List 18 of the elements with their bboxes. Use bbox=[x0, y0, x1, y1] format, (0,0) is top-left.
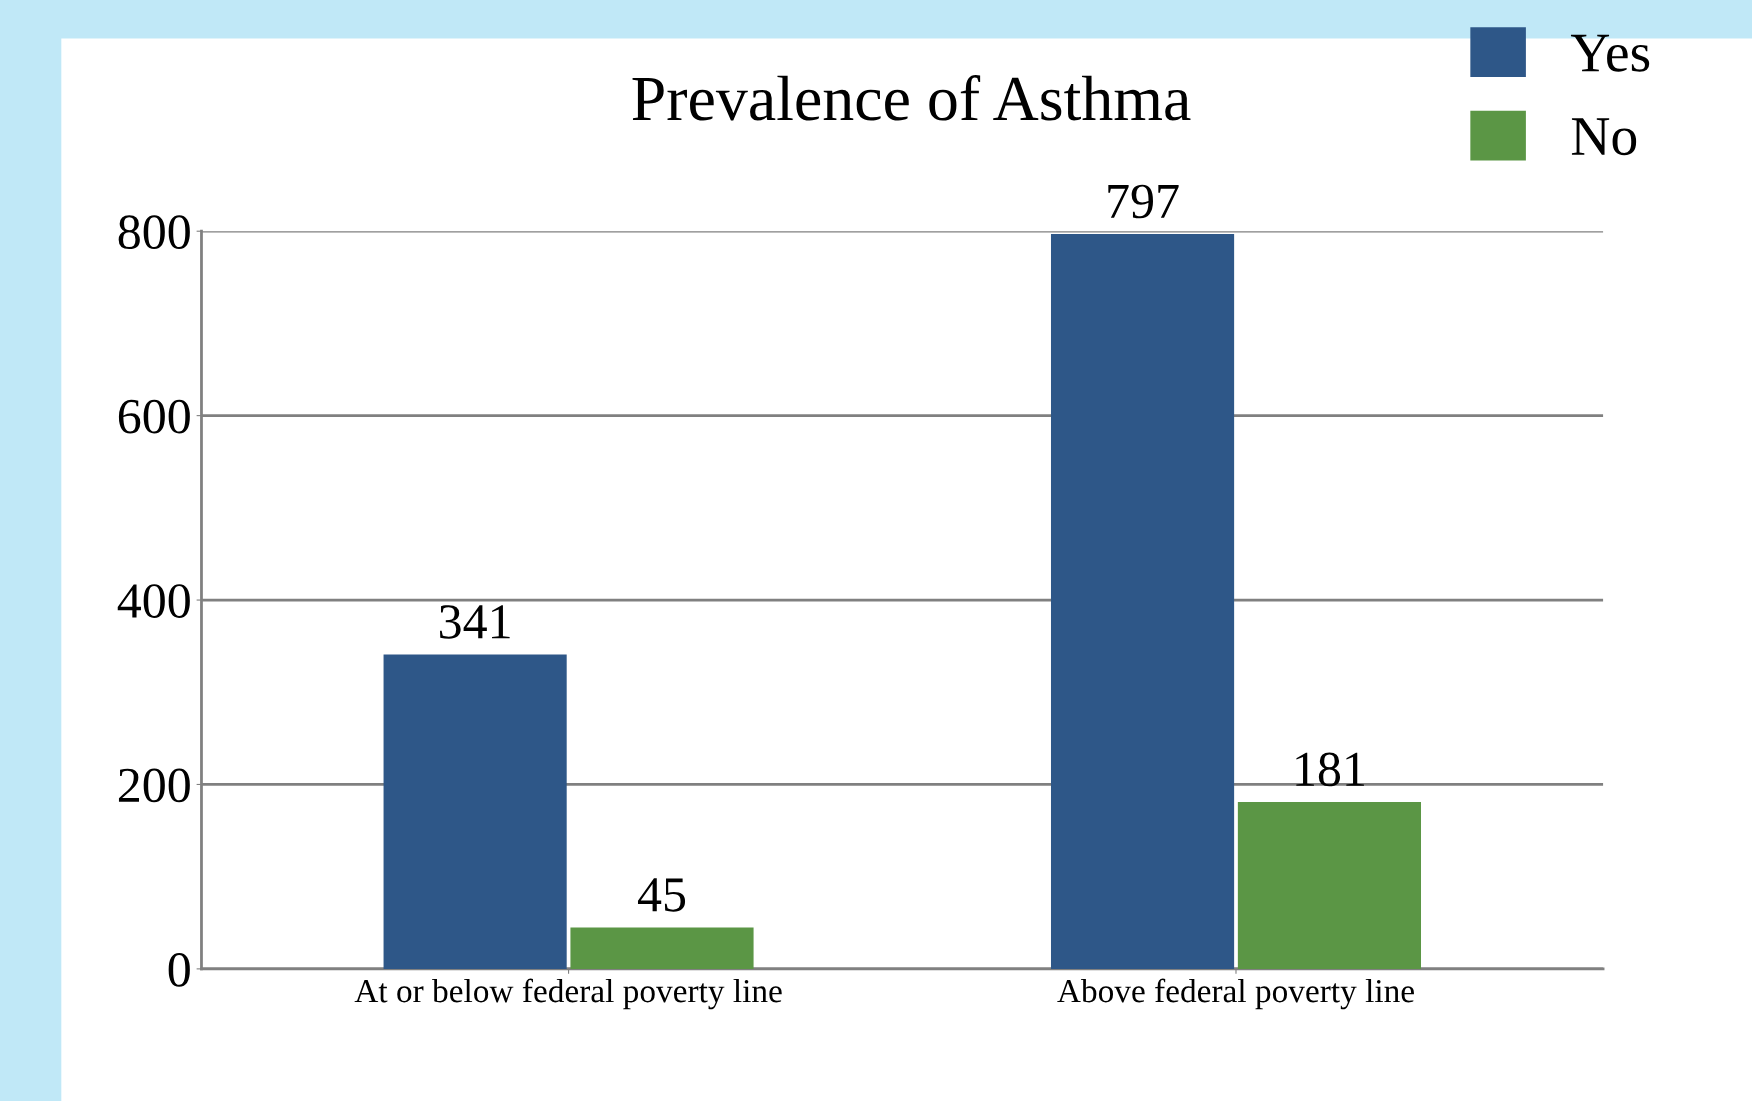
x-tick-label: At or below federal poverty line bbox=[354, 978, 782, 1010]
y-tick-label: 0 bbox=[168, 952, 190, 987]
data-label: 341 bbox=[440, 605, 510, 639]
y-tick-label: 400 bbox=[117, 584, 190, 618]
bar bbox=[383, 654, 567, 969]
data-label: 181 bbox=[1296, 752, 1364, 787]
bar bbox=[1050, 233, 1235, 969]
y-tick-label: 600 bbox=[118, 399, 190, 434]
y-tick-label: 800 bbox=[118, 215, 190, 250]
data-label: 45 bbox=[637, 878, 686, 912]
data-label: 797 bbox=[1108, 184, 1179, 219]
legend-label: No bbox=[1571, 118, 1637, 156]
bar bbox=[1237, 801, 1422, 969]
bar bbox=[570, 927, 754, 969]
legend-label: Yes bbox=[1570, 34, 1650, 72]
chart-title: Prevalence of Asthma bbox=[632, 74, 1191, 121]
x-tick-label: Above federal poverty line bbox=[1057, 978, 1414, 1010]
y-tick-label: 200 bbox=[118, 768, 190, 803]
